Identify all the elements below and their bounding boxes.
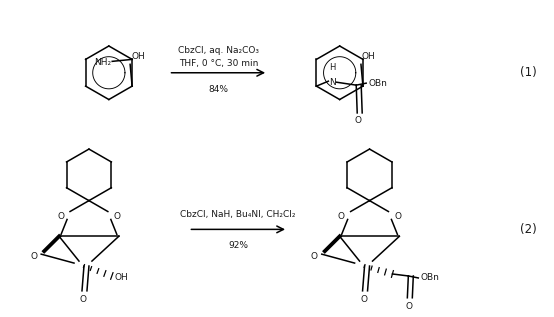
Text: 92%: 92% xyxy=(228,241,248,250)
Text: O: O xyxy=(30,252,37,261)
Text: N: N xyxy=(330,78,336,87)
Text: THF, 0 °C, 30 min: THF, 0 °C, 30 min xyxy=(178,59,258,68)
Text: CbzCl, aq. Na₂CO₃: CbzCl, aq. Na₂CO₃ xyxy=(178,46,259,55)
Text: OH: OH xyxy=(362,52,376,61)
Text: O: O xyxy=(394,212,402,221)
Text: OBn: OBn xyxy=(368,79,387,88)
Text: O: O xyxy=(406,302,413,311)
Text: O: O xyxy=(360,295,367,304)
Text: (1): (1) xyxy=(520,66,537,79)
Text: 84%: 84% xyxy=(208,85,228,94)
Text: O: O xyxy=(311,252,318,261)
Text: OH: OH xyxy=(115,274,129,282)
Text: OH: OH xyxy=(131,52,145,61)
Text: NH₂: NH₂ xyxy=(94,58,111,67)
Text: OBn: OBn xyxy=(420,274,439,282)
Text: O: O xyxy=(337,212,345,221)
Text: CbzCl, NaH, Bu₄NI, CH₂Cl₂: CbzCl, NaH, Bu₄NI, CH₂Cl₂ xyxy=(181,210,296,219)
Text: O: O xyxy=(114,212,121,221)
Text: O: O xyxy=(79,295,86,304)
Text: H: H xyxy=(330,63,336,72)
Text: O: O xyxy=(355,116,362,125)
Text: O: O xyxy=(57,212,64,221)
Text: (2): (2) xyxy=(520,223,537,236)
